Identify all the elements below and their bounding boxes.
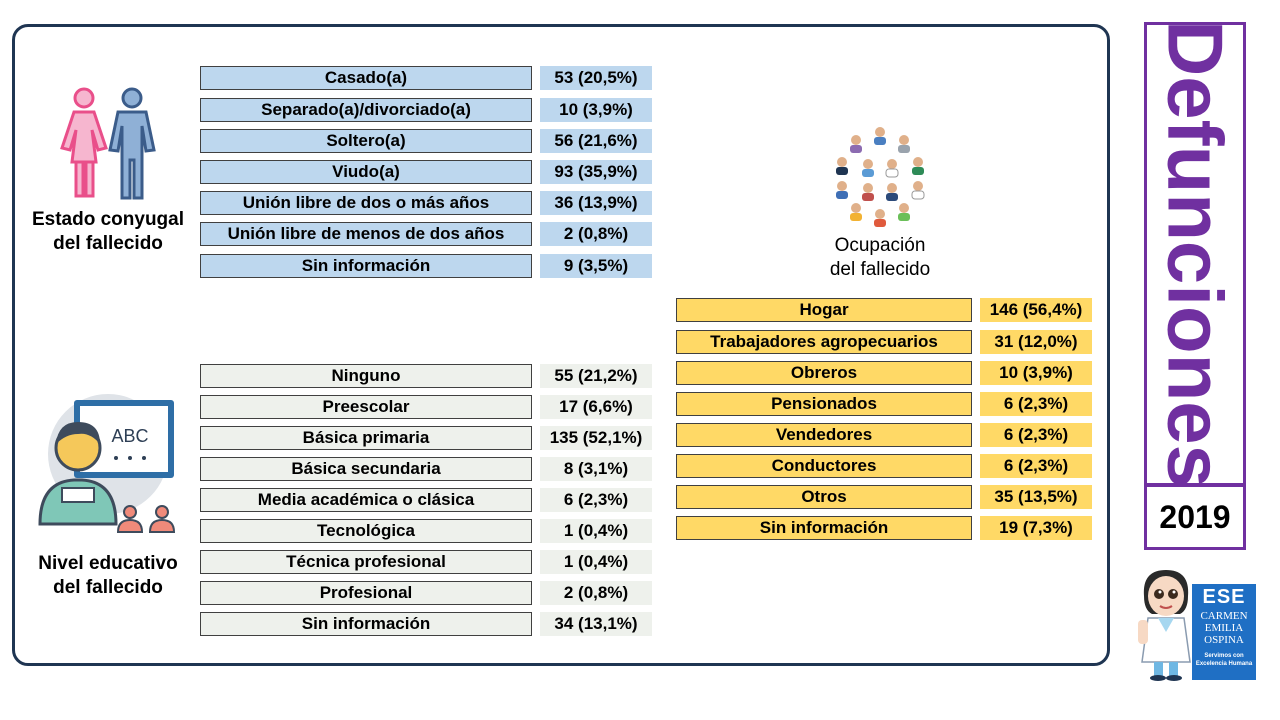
table-row: Vendedores 6 (2,3%) <box>676 423 1092 447</box>
row-value: 8 (3,1%) <box>540 457 652 481</box>
people-circle-icon <box>836 127 925 227</box>
row-value: 1 (0,4%) <box>540 519 652 543</box>
table-row: Sin información 19 (7,3%) <box>676 516 1092 540</box>
page-title: Defunciones <box>1151 19 1240 489</box>
table-row: Pensionados 6 (2,3%) <box>676 392 1092 416</box>
row-value: 31 (12,0%) <box>980 330 1092 354</box>
row-label: Obreros <box>676 361 972 385</box>
row-label: Conductores <box>676 454 972 478</box>
row-value: 1 (0,4%) <box>540 550 652 574</box>
ese-logo: ESE CARMEN EMILIA OSPINA Servimos con Ex… <box>1192 584 1256 680</box>
row-value: 135 (52,1%) <box>540 426 652 450</box>
row-value: 36 (13,9%) <box>540 191 652 215</box>
row-label: Casado(a) <box>200 66 532 90</box>
marital-caption: Estado conyugal del fallecido <box>31 209 185 254</box>
row-label: Preescolar <box>200 395 532 419</box>
row-value: 6 (2,3%) <box>540 488 652 512</box>
row-label: Básica secundaria <box>200 457 532 481</box>
teacher-board-icon: ABC <box>38 394 176 533</box>
table-row: Sin información 9 (3,5%) <box>200 254 652 278</box>
logo-name-2: EMILIA <box>1204 622 1244 634</box>
table-row: Ninguno 55 (21,2%) <box>200 364 652 388</box>
year-badge: 2019 <box>1144 484 1246 550</box>
row-label: Pensionados <box>676 392 972 416</box>
table-row: Trabajadores agropecuarios 31 (12,0%) <box>676 330 1092 354</box>
logo-name-3: OSPINA <box>1204 634 1244 646</box>
row-label: Viudo(a) <box>200 160 532 184</box>
row-label: Unión libre de menos de dos años <box>200 222 532 246</box>
table-row: Unión libre de menos de dos años 2 (0,8%) <box>200 222 652 246</box>
row-value: 55 (21,2%) <box>540 364 652 388</box>
row-value: 56 (21,6%) <box>540 129 652 153</box>
row-value: 2 (0,8%) <box>540 581 652 605</box>
table-row: Otros 35 (13,5%) <box>676 485 1092 509</box>
row-value: 34 (13,1%) <box>540 612 652 636</box>
row-value: 6 (2,3%) <box>980 392 1092 416</box>
main-panel <box>12 24 1110 666</box>
row-value: 53 (20,5%) <box>540 66 652 90</box>
row-label: Vendedores <box>676 423 972 447</box>
row-value: 2 (0,8%) <box>540 222 652 246</box>
table-row: Separado(a)/divorciado(a) 10 (3,9%) <box>200 98 652 122</box>
row-value: 35 (13,5%) <box>980 485 1092 509</box>
row-label: Sin información <box>200 612 532 636</box>
row-value: 6 (2,3%) <box>980 423 1092 447</box>
row-label: Media académica o clásica <box>200 488 532 512</box>
row-label: Básica primaria <box>200 426 532 450</box>
logo-mark: ESE <box>1202 586 1246 608</box>
row-label: Trabajadores agropecuarios <box>676 330 972 354</box>
title-box: Defunciones <box>1144 19 1246 489</box>
board-text: ABC <box>111 426 148 446</box>
couple-icon <box>60 87 156 200</box>
doctor-mascot-icon <box>1138 570 1191 681</box>
table-row: Casado(a) 53 (20,5%) <box>200 66 652 90</box>
row-label: Soltero(a) <box>200 129 532 153</box>
table-row: Técnica profesional 1 (0,4%) <box>200 550 652 574</box>
row-label: Sin información <box>200 254 532 278</box>
row-label: Profesional <box>200 581 532 605</box>
row-value: 17 (6,6%) <box>540 395 652 419</box>
table-row: Obreros 10 (3,9%) <box>676 361 1092 385</box>
table-row: Tecnológica 1 (0,4%) <box>200 519 652 543</box>
table-row: Profesional 2 (0,8%) <box>200 581 652 605</box>
logo-slogan-1: Servimos con <box>1204 653 1244 659</box>
table-row: Básica secundaria 8 (3,1%) <box>200 457 652 481</box>
row-value: 19 (7,3%) <box>980 516 1092 540</box>
row-label: Sin información <box>676 516 972 540</box>
table-row: Soltero(a) 56 (21,6%) <box>200 129 652 153</box>
row-value: 9 (3,5%) <box>540 254 652 278</box>
row-label: Otros <box>676 485 972 509</box>
table-row: Conductores 6 (2,3%) <box>676 454 1092 478</box>
row-label: Hogar <box>676 298 972 322</box>
row-label: Tecnológica <box>200 519 532 543</box>
table-row: Sin información 34 (13,1%) <box>200 612 652 636</box>
row-value: 93 (35,9%) <box>540 160 652 184</box>
row-value: 10 (3,9%) <box>540 98 652 122</box>
row-value: 10 (3,9%) <box>980 361 1092 385</box>
education-caption: Nivel educativo del fallecido <box>38 553 178 598</box>
row-label: Separado(a)/divorciado(a) <box>200 98 532 122</box>
table-row: Media académica o clásica 6 (2,3%) <box>200 488 652 512</box>
row-value: 146 (56,4%) <box>980 298 1092 322</box>
table-row: Básica primaria 135 (52,1%) <box>200 426 652 450</box>
row-value: 6 (2,3%) <box>980 454 1092 478</box>
logo-name-1: CARMEN <box>1200 610 1248 622</box>
row-label: Unión libre de dos o más años <box>200 191 532 215</box>
table-row: Preescolar 17 (6,6%) <box>200 395 652 419</box>
row-label: Ninguno <box>200 364 532 388</box>
table-row: Hogar 146 (56,4%) <box>676 298 1092 322</box>
row-label: Técnica profesional <box>200 550 532 574</box>
table-row: Unión libre de dos o más años 36 (13,9%) <box>200 191 652 215</box>
occupation-caption: Ocupación del fallecido <box>829 235 931 280</box>
table-row: Viudo(a) 93 (35,9%) <box>200 160 652 184</box>
logo-slogan-2: Excelencia Humana <box>1195 661 1253 667</box>
